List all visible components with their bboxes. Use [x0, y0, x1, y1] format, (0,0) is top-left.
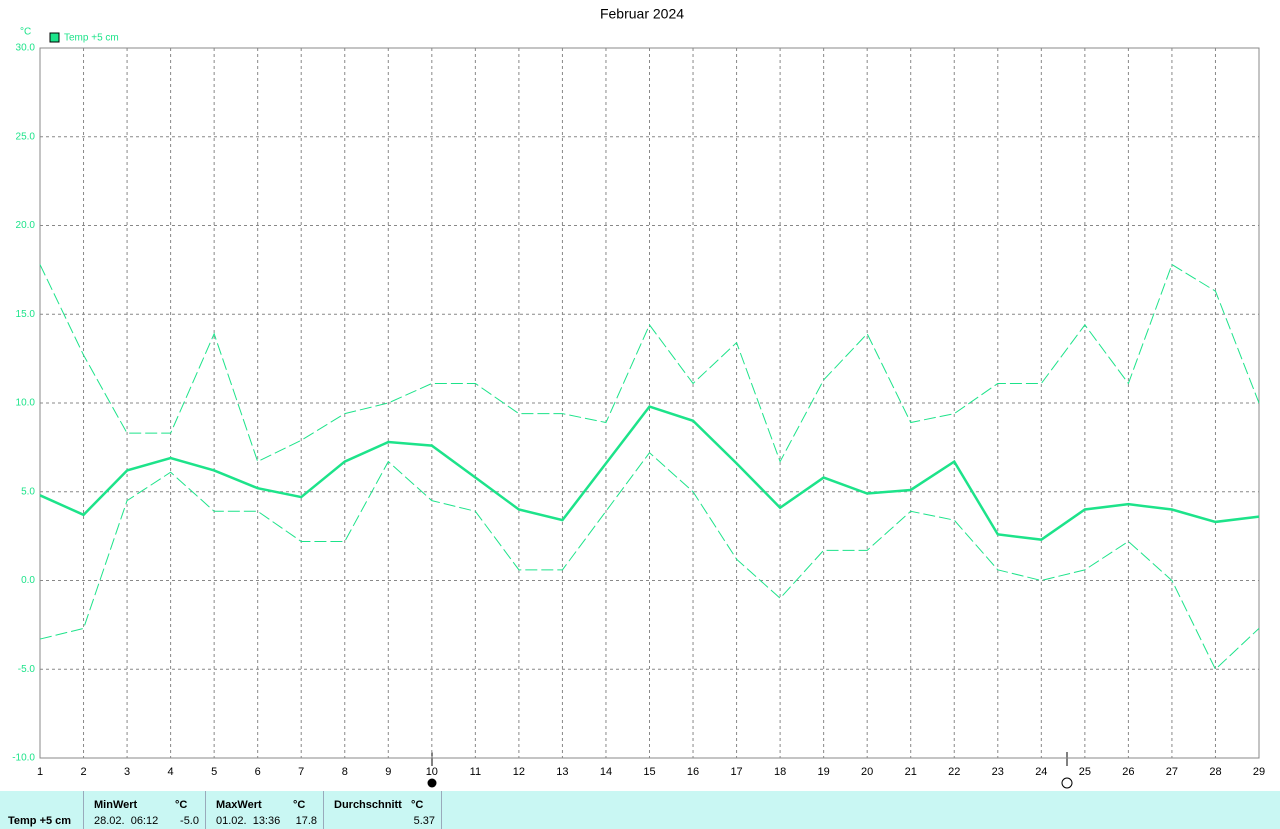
column-unit: °C — [175, 799, 188, 811]
legend-label: Temp +5 cm — [64, 33, 119, 44]
x-tick-label: 2 — [80, 766, 86, 778]
full-moon-icon — [1061, 777, 1073, 789]
y-tick-label: -10.0 — [12, 753, 35, 764]
column-time: 01.02. 13:36 — [216, 815, 281, 827]
x-tick-label: 17 — [730, 766, 742, 778]
y-tick-label: -5.0 — [18, 664, 36, 675]
series-line — [39, 263, 1260, 463]
column-separator — [205, 791, 206, 829]
column-time: 28.02. 06:12 — [94, 815, 159, 827]
column-header: MaxWert — [216, 799, 262, 811]
x-tick-label: 7 — [298, 766, 304, 778]
x-tick-label: 6 — [255, 766, 261, 778]
x-tick-label: 3 — [124, 766, 130, 778]
x-tick-label: 27 — [1166, 766, 1178, 778]
y-tick-label: 25.0 — [16, 131, 36, 142]
y-unit: °C — [20, 27, 31, 38]
x-tick-label: 14 — [600, 766, 612, 778]
x-tick-label: 11 — [470, 766, 481, 778]
column-separator — [323, 791, 324, 829]
summary-bar: Temp +5 cm MinWert °C 28.02. 06:12 -5.0 MaxW… — [0, 791, 1280, 829]
chart-title: Februar 2024 — [600, 6, 684, 22]
x-tick-label: 26 — [1122, 766, 1134, 778]
series-line — [39, 451, 1260, 671]
new-moon-icon — [427, 778, 437, 788]
x-tick-label: 19 — [818, 766, 830, 778]
y-tick-label: 30.0 — [16, 43, 36, 54]
x-tick-label: 1 — [37, 766, 43, 778]
y-tick-label: 5.0 — [21, 486, 35, 497]
y-tick-label: 15.0 — [16, 309, 36, 320]
x-tick-label: 22 — [948, 766, 960, 778]
x-tick-label: 8 — [342, 766, 348, 778]
chart: Februar 2024 °C -10.0 -5.0 0.0 5.0 10.0 15.0 2… — [12, 6, 1265, 789]
column-separator — [441, 791, 442, 829]
legend-swatch — [49, 32, 60, 43]
column-value: 5.37 — [413, 815, 435, 827]
x-tick-label: 13 — [556, 766, 568, 778]
y-tick-label: 0.0 — [21, 575, 35, 586]
y-tick-label: 10.0 — [16, 398, 36, 409]
series-line — [39, 405, 1260, 541]
x-tick-label: 28 — [1209, 766, 1221, 778]
column-value: -5.0 — [180, 815, 199, 827]
x-tick-label: 20 — [861, 766, 873, 778]
x-tick-label: 12 — [513, 766, 525, 778]
x-tick-label: 4 — [168, 766, 174, 778]
column-value: 17.8 — [295, 815, 317, 827]
x-tick-label: 10 — [426, 766, 438, 778]
y-tick-label: 20.0 — [16, 220, 36, 231]
column-separator — [83, 791, 84, 829]
x-tick-label: 5 — [211, 766, 217, 778]
x-tick-label: 23 — [992, 766, 1004, 778]
x-tick-label: 18 — [774, 766, 786, 778]
column-unit: °C — [411, 799, 424, 811]
x-tick-label: 9 — [385, 766, 391, 778]
x-tick-label: 16 — [687, 766, 699, 778]
column-header: Durchschnitt — [334, 799, 402, 811]
column-unit: °C — [293, 799, 306, 811]
x-tick-label: 15 — [643, 766, 655, 778]
row-label: Temp +5 cm — [8, 815, 72, 827]
x-tick-label: 21 — [905, 766, 917, 778]
x-tick-label: 25 — [1079, 766, 1091, 778]
x-tick-label: 24 — [1035, 766, 1047, 778]
column-header: MinWert — [94, 799, 138, 811]
x-tick-label: 29 — [1253, 766, 1265, 778]
